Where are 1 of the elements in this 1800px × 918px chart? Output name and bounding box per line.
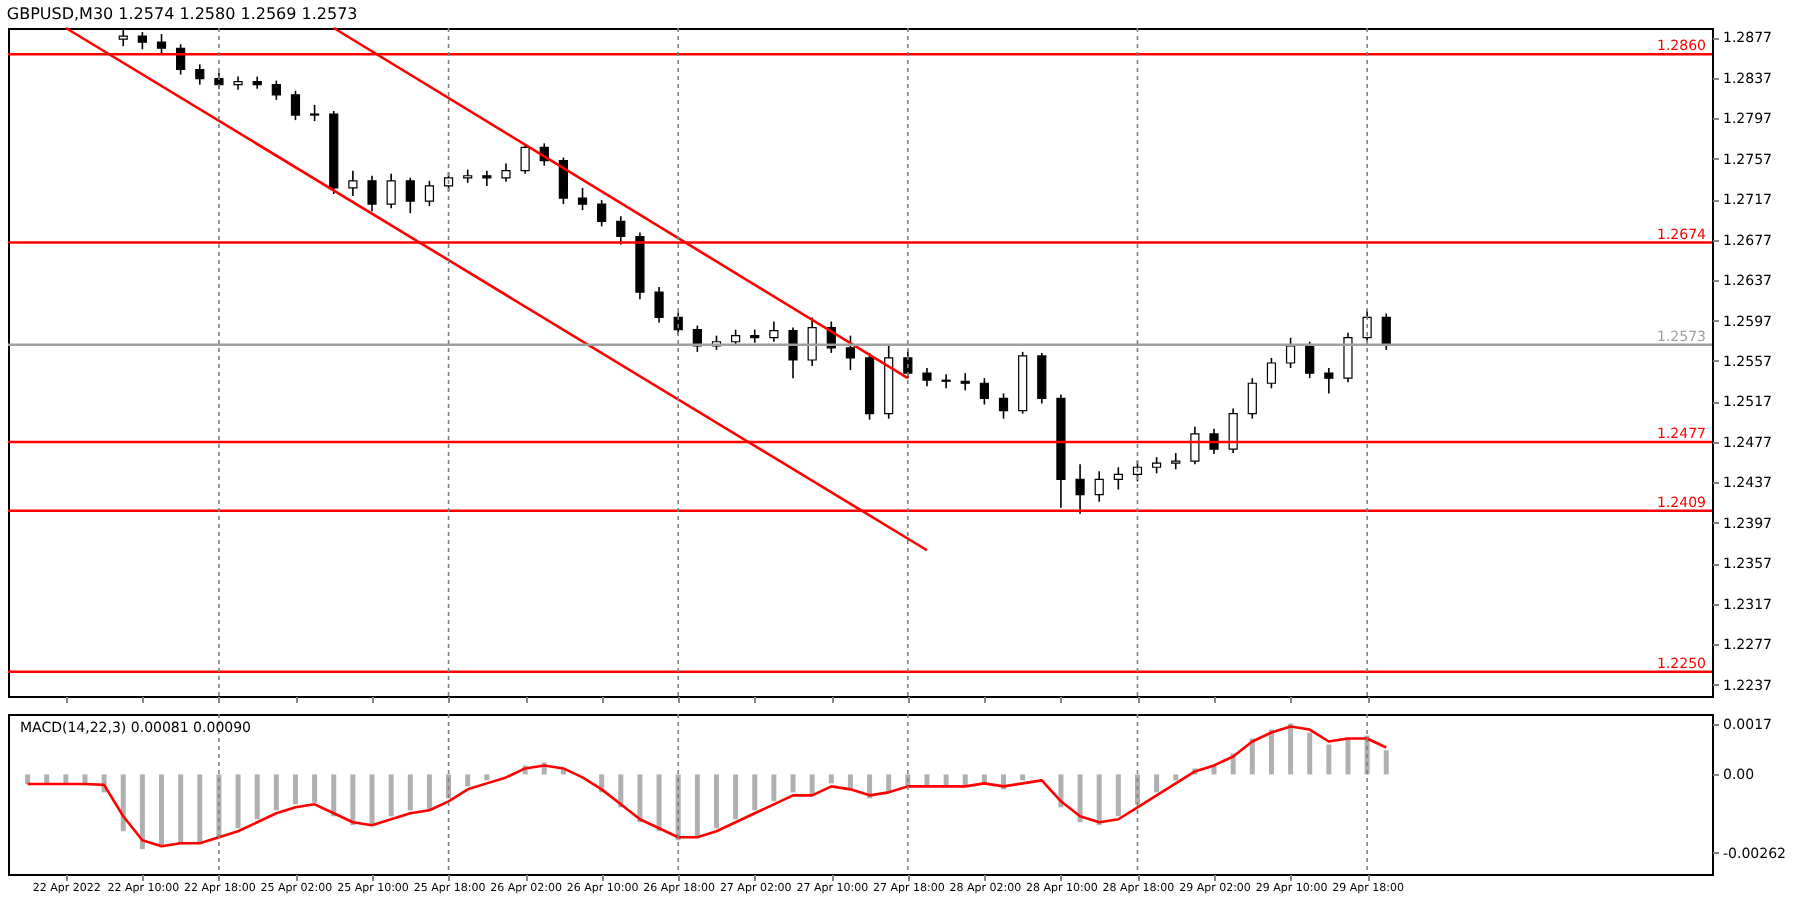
chart-title: GBPUSD,M30 1.2574 1.2580 1.2569 1.2573 bbox=[6, 4, 358, 23]
